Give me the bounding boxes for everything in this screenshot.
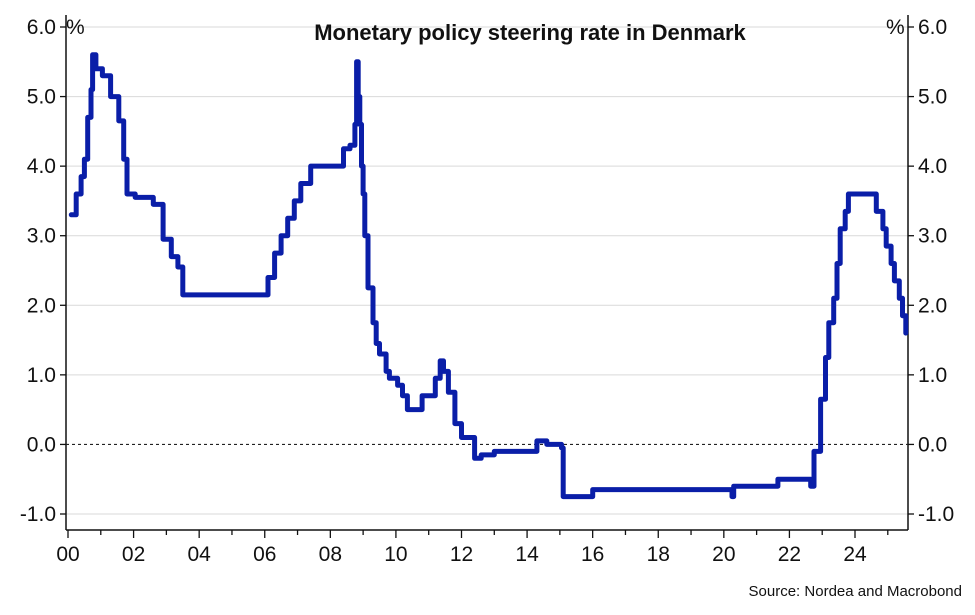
- y-tick-label-left: 5.0: [27, 86, 56, 109]
- y-tick-label-right: 6.0: [918, 16, 947, 39]
- y-tick-label-left: 6.0: [27, 16, 56, 39]
- y-tick-label-left: 4.0: [27, 155, 56, 178]
- y-ticks-left: -1.0 0.0 1.0 2.0 3.0 4.0 5.0 6.0: [20, 16, 66, 526]
- y-ticks-right: -1.0 0.0 1.0 2.0 3.0 4.0 5.0 6.0: [908, 16, 954, 526]
- y-tick-label-left: -1.0: [20, 503, 56, 526]
- x-tick-label: 18: [647, 543, 670, 566]
- y-tick-label-right: 3.0: [918, 225, 947, 248]
- y-unit-right: %: [886, 16, 905, 39]
- x-tick-label: 10: [384, 543, 407, 566]
- chart-title: Monetary policy steering rate in Denmark: [314, 20, 746, 45]
- x-tick-label: 20: [712, 543, 735, 566]
- y-unit-left: %: [66, 16, 85, 39]
- x-tick-label: 00: [56, 543, 79, 566]
- y-tick-label-right: 5.0: [918, 86, 947, 109]
- y-tick-label-left: 0.0: [27, 433, 56, 456]
- y-tick-label-left: 2.0: [27, 294, 56, 317]
- x-tick-label: 06: [253, 543, 276, 566]
- x-ticks: 00 02 04 06 08 10 12 14 16 18 20 22 24: [56, 530, 889, 566]
- y-tick-label-left: 1.0: [27, 364, 56, 387]
- x-tick-label: 14: [515, 543, 539, 566]
- x-tick-label: 16: [581, 543, 604, 566]
- source-note: Source: Nordea and Macrobond: [749, 583, 962, 600]
- y-tick-label-left: 3.0: [27, 225, 56, 248]
- y-tick-label-right: 0.0: [918, 433, 947, 456]
- x-tick-label: 12: [450, 543, 473, 566]
- gridlines: [66, 26, 908, 515]
- x-tick-label: 22: [778, 543, 801, 566]
- x-tick-label: 02: [122, 543, 145, 566]
- y-tick-label-right: -1.0: [918, 503, 954, 526]
- x-tick-label: 08: [319, 543, 342, 566]
- y-tick-label-right: 2.0: [918, 294, 947, 317]
- x-tick-label: 24: [843, 543, 867, 566]
- series-line: [68, 52, 909, 500]
- x-tick-label: 04: [187, 543, 211, 566]
- y-tick-label-right: 1.0: [918, 364, 947, 387]
- y-tick-label-right: 4.0: [918, 155, 947, 178]
